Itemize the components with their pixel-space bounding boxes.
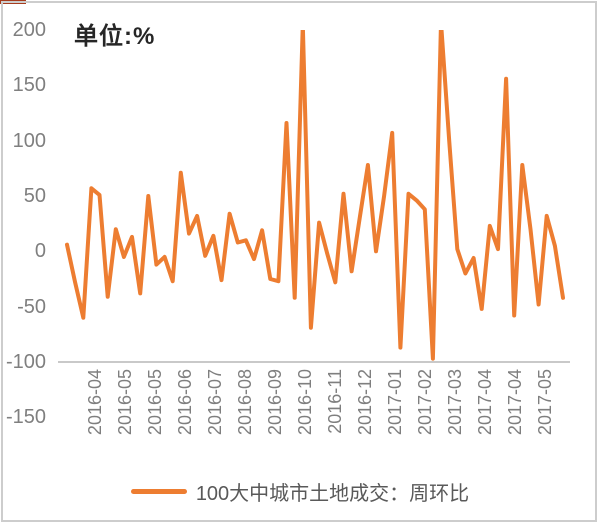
y-axis-tick-label: 200 — [12, 19, 46, 41]
corner-accent-mark — [0, 0, 26, 4]
x-axis-tick-label: 2016-04 — [85, 369, 105, 436]
x-axis-tick-label: 2016-12 — [355, 369, 375, 436]
x-axis-tick-label: 2016-09 — [265, 369, 285, 436]
x-axis-tick-label: 2016-05 — [115, 369, 135, 436]
chart-unit-title: 单位:% — [74, 23, 156, 50]
x-axis-tick-label: 2017-02 — [415, 369, 435, 436]
y-axis-tick-label: -150 — [5, 406, 46, 429]
x-axis-tick-label: 2017-03 — [445, 369, 465, 436]
x-axis-tick-label: 2016-10 — [295, 369, 315, 436]
plot-area — [65, 30, 565, 361]
y-axis-tick-label: 0 — [34, 240, 46, 263]
legend-series-label: 100大中城市土地成交：周环比 — [195, 483, 470, 505]
y-axis-tick-label: -100 — [5, 351, 46, 373]
x-axis-tick-label: 2016-05 — [145, 369, 165, 436]
category-axis-line — [58, 361, 570, 363]
x-axis-tick-label: 2016-08 — [235, 369, 255, 436]
x-axis-tick-label: 2017-05 — [535, 369, 555, 436]
legend: 100大中城市土地成交：周环比 — [0, 477, 600, 506]
y-axis-tick-label: 50 — [23, 185, 46, 207]
x-axis-tick-label: 2016-06 — [175, 369, 195, 436]
series-line — [65, 30, 565, 361]
y-axis-tick-label: 100 — [12, 129, 46, 152]
legend-line-swatch — [130, 489, 187, 494]
x-axis-tick-label: 2017-04 — [505, 369, 525, 436]
x-axis-tick-label: 2016-07 — [205, 369, 225, 436]
x-axis-tick-label: 2017-01 — [385, 369, 405, 436]
y-axis-tick-label: 150 — [12, 74, 46, 97]
x-axis-tick-label: 2016-11 — [325, 369, 345, 434]
y-axis-tick-label: -50 — [17, 295, 46, 318]
x-axis-tick-label: 2017-04 — [475, 369, 495, 436]
